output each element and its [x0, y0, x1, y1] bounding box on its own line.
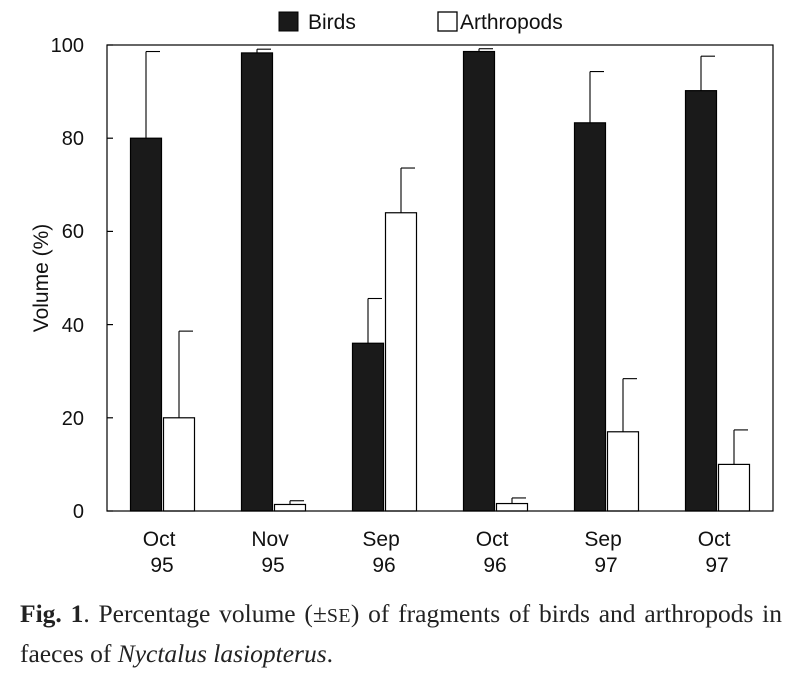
x-tick-line: Oct	[143, 528, 176, 551]
x-tick-label: Sep 96	[362, 528, 405, 577]
legend-swatch-birds	[278, 11, 299, 32]
x-tick-line: 96	[483, 554, 506, 577]
plot-frame	[106, 44, 774, 512]
y-tick-label: 20	[62, 408, 84, 430]
legend-label-arthropods: Arthropods	[460, 11, 563, 34]
x-tick-label: Oct 96	[476, 528, 515, 577]
caption-pm: ±	[312, 599, 327, 628]
bar-birds	[351, 342, 385, 512]
x-tick-line: 97	[705, 554, 728, 577]
bar-arthropods	[495, 502, 529, 512]
x-tick-line: Nov	[251, 528, 289, 551]
x-tick-line: 97	[594, 554, 617, 577]
x-tick-line: 95	[150, 554, 173, 577]
y-tick-label: 40	[62, 315, 84, 337]
caption-se: SE	[326, 605, 351, 627]
x-tick-label: Oct 95	[143, 528, 182, 577]
caption-text-middle: ) of fragments of birds and arthropods i…	[20, 599, 782, 668]
bar-arthropods	[717, 463, 751, 512]
figure-caption: Fig. 1. Percentage volume (±SE) of fragm…	[20, 595, 782, 672]
bar-arthropods	[162, 417, 196, 512]
y-tick-label: 60	[62, 221, 84, 243]
x-tick-line: 95	[261, 554, 284, 577]
y-axis: 0 20 40 60 80 100	[51, 35, 84, 523]
x-tick-label: Nov 95	[251, 528, 294, 577]
x-tick-line: Sep	[362, 528, 399, 551]
caption-label: Fig. 1	[20, 599, 84, 628]
x-tick-line: Sep	[584, 528, 621, 551]
bar-birds	[462, 50, 496, 512]
y-tick-label: 100	[51, 35, 84, 57]
bar-birds	[129, 137, 163, 512]
bar-birds	[240, 52, 274, 512]
bar-arthropods	[606, 431, 640, 512]
bar-arthropods	[273, 503, 307, 512]
x-tick-line: Oct	[698, 528, 731, 551]
x-tick-label: Sep 97	[584, 528, 627, 577]
bar-chart: Birds Arthropods Volume (%) 0 20 40 60 8…	[30, 11, 774, 577]
bar-birds	[684, 90, 718, 512]
y-tick-label: 0	[73, 501, 84, 523]
caption-species: Nyctalus lasiopterus	[117, 639, 327, 668]
legend-label-birds: Birds	[308, 11, 356, 34]
bar-birds	[573, 122, 607, 512]
y-axis-label: Volume (%)	[30, 224, 53, 333]
legend-swatch-arthropods	[437, 11, 458, 32]
x-tick-line: 96	[372, 554, 395, 577]
caption-text-end: .	[326, 639, 334, 668]
legend: Birds Arthropods	[278, 11, 563, 34]
x-tick-label: Oct 97	[698, 528, 737, 577]
y-tick-label: 80	[62, 128, 84, 150]
x-axis: Oct 95 Nov 95 Sep 96 Oct 96 Sep 97 Oct 9…	[143, 528, 737, 577]
x-tick-line: Oct	[476, 528, 509, 551]
bar-arthropods	[384, 212, 418, 512]
caption-text-before: . Percentage volume (	[83, 599, 313, 628]
plot-area	[107, 44, 751, 512]
